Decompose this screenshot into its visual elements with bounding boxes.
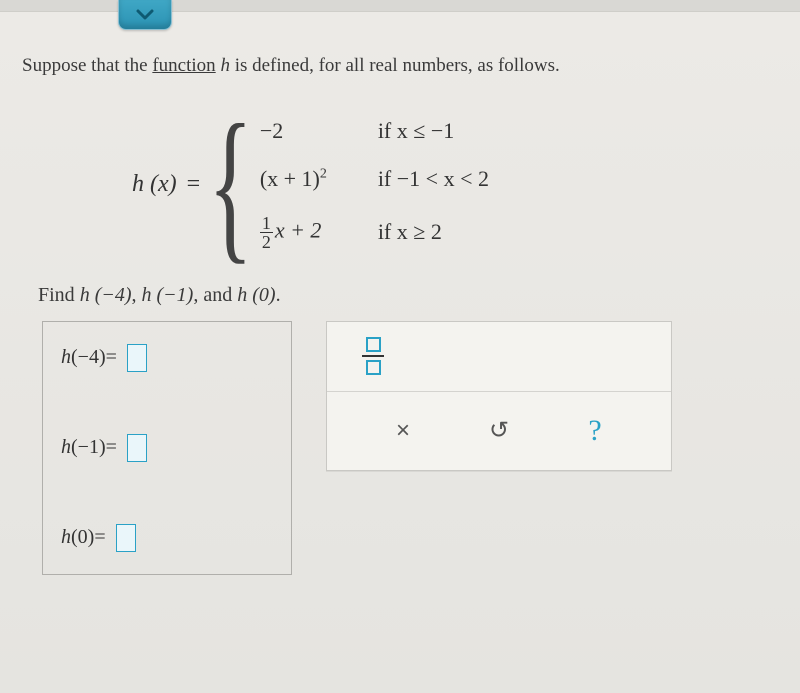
ans1-fn: h — [61, 346, 71, 369]
content-area: Suppose that the function h is defined, … — [0, 0, 800, 575]
fn-name-h: h — [132, 171, 144, 197]
prompt-pre: Suppose that the — [22, 55, 152, 76]
cases-list: −2 if x ≤ −1 (x + 1)2 if −1 < x < 2 1 2 — [260, 118, 489, 251]
answer-input-3[interactable] — [116, 524, 136, 552]
answer-box: h(−4) = h(−1) = h(0) = — [42, 321, 292, 575]
case3-expr: 1 2 x + 2 — [260, 214, 378, 251]
find-sep-2: , and — [193, 284, 237, 306]
prompt-underlined: function — [152, 55, 215, 76]
case-row-3: 1 2 x + 2 if x ≥ 2 — [260, 214, 489, 251]
tool-panel-top — [327, 322, 671, 392]
find-suffix: . — [276, 284, 281, 306]
case1-cond: if x ≤ −1 — [378, 118, 454, 144]
tool-panel: × ↺ ? — [326, 321, 672, 471]
chevron-down-icon — [135, 8, 155, 22]
answer-line-2: h(−1) = — [61, 434, 273, 462]
left-brace: { — [208, 115, 253, 254]
case3-tail: x + 2 — [275, 217, 322, 242]
prompt-post: is defined, for all real numbers, as fol… — [230, 55, 560, 76]
case2-sup: 2 — [320, 166, 327, 181]
equals-sign: = — [187, 171, 201, 198]
frac-den: 2 — [260, 233, 273, 251]
answer-input-1[interactable] — [127, 344, 147, 372]
ans3-arg: (0) — [71, 526, 94, 549]
fn-arg: x — [158, 171, 169, 197]
bottom-row: h(−4) = h(−1) = h(0) = — [42, 321, 778, 575]
case2-expr: (x + 1)2 — [260, 166, 378, 192]
find-item-3: h (0) — [237, 284, 275, 306]
frac-num: 1 — [260, 214, 273, 232]
fraction-icon-top — [366, 337, 381, 352]
fraction-icon-bottom — [366, 360, 381, 375]
case2-base: (x + 1) — [260, 166, 320, 191]
ans2-fn: h — [61, 436, 71, 459]
ans1-eq: = — [106, 346, 117, 369]
help-button[interactable]: ? — [575, 411, 615, 451]
ans3-fn: h — [61, 526, 71, 549]
ans2-eq: = — [106, 436, 117, 459]
find-sep-1: , — [132, 284, 142, 306]
fraction-icon-bar — [362, 355, 384, 357]
case1-expr: −2 — [260, 118, 378, 144]
clear-button[interactable]: × — [383, 411, 423, 451]
find-item-1: h (−4) — [80, 284, 132, 306]
find-item-2: h (−1) — [142, 284, 194, 306]
piecewise-definition: h (x) = { −2 if x ≤ −1 (x + 1)2 if −1 < … — [132, 115, 778, 254]
ans3-eq: = — [94, 526, 105, 549]
dropdown-tab[interactable] — [118, 0, 172, 30]
find-prefix: Find — [38, 284, 80, 306]
case-row-1: −2 if x ≤ −1 — [260, 118, 489, 144]
case2-cond: if −1 < x < 2 — [378, 166, 489, 192]
answer-line-3: h(0) = — [61, 524, 273, 552]
answer-line-1: h(−4) = — [61, 344, 273, 372]
find-instruction: Find h (−4), h (−1), and h (0). — [38, 284, 778, 307]
question-prompt: Suppose that the function h is defined, … — [22, 52, 778, 81]
fn-name: h (x) — [132, 171, 177, 198]
fraction-button[interactable] — [353, 334, 393, 378]
answer-input-2[interactable] — [127, 434, 147, 462]
page-root: Suppose that the function h is defined, … — [0, 0, 800, 693]
ans1-arg: (−4) — [71, 346, 106, 369]
ans2-arg: (−1) — [71, 436, 106, 459]
prompt-var: h — [220, 55, 230, 76]
fraction-half: 1 2 — [260, 214, 273, 251]
case-row-2: (x + 1)2 if −1 < x < 2 — [260, 166, 489, 192]
reset-button[interactable]: ↺ — [479, 411, 519, 451]
case3-cond: if x ≥ 2 — [378, 219, 442, 245]
tool-panel-bottom: × ↺ ? — [327, 392, 671, 470]
